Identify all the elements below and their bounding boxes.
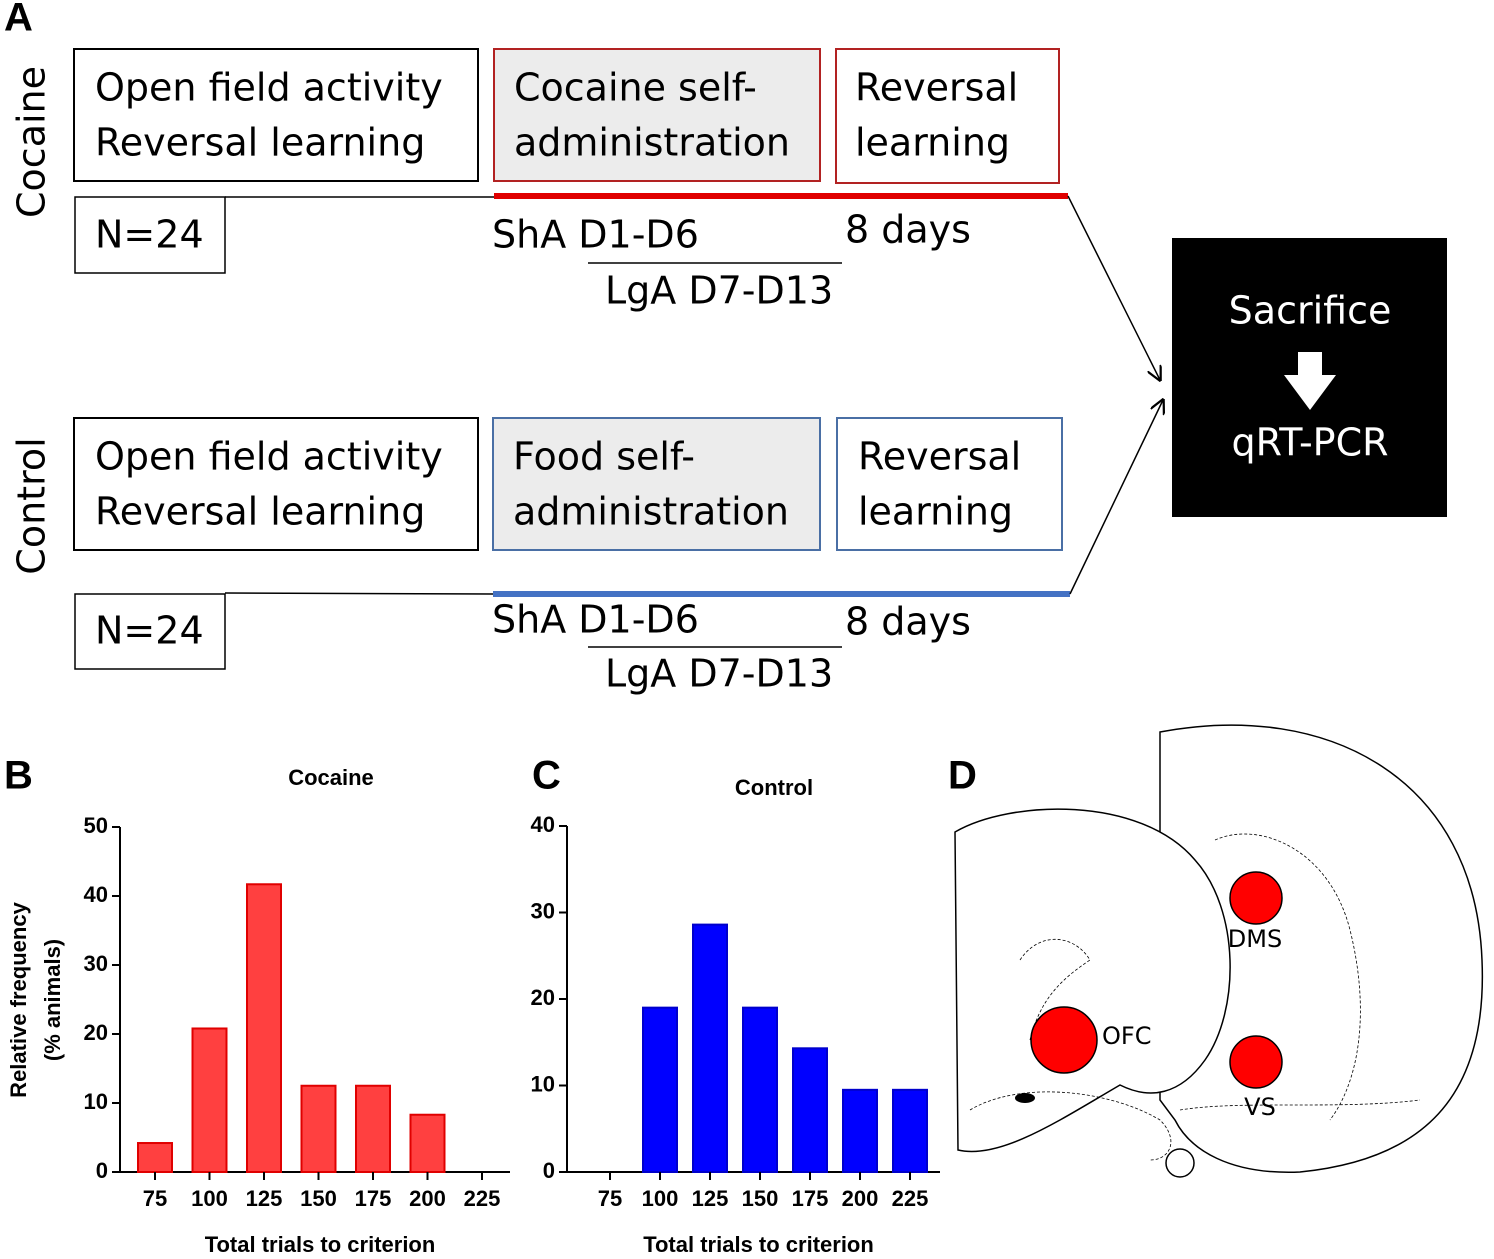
x-tick-label: 100 — [191, 1186, 228, 1211]
phase-label: ShA D1-D6 — [492, 213, 699, 257]
bar — [642, 1006, 678, 1174]
box-text: Reversal learning — [95, 121, 425, 165]
group-label: Cocaine — [10, 66, 54, 218]
y-axis-label: (% animals) — [40, 939, 65, 1061]
outcome-text: Sacrifice — [1229, 289, 1392, 333]
y-tick-label: 30 — [84, 951, 108, 976]
ventricle — [1015, 1093, 1035, 1103]
box-text: Open field activity — [95, 66, 443, 110]
x-tick-label: 175 — [355, 1186, 392, 1211]
region-label: VS — [1244, 1093, 1276, 1121]
box-text: Food self- — [513, 435, 695, 479]
phase-label: ShA D1-D6 — [492, 598, 699, 642]
arrow — [1067, 195, 1160, 380]
box — [835, 48, 1060, 184]
x-tick-label: 200 — [409, 1186, 446, 1211]
bar — [892, 1088, 928, 1173]
timeline — [224, 592, 494, 595]
y-tick-label: 40 — [84, 882, 108, 907]
region — [1229, 1035, 1283, 1089]
panel-label: B — [4, 754, 33, 798]
y-tick-label: 10 — [531, 1071, 555, 1096]
y-tick-label: 50 — [84, 813, 108, 838]
bar — [300, 1084, 337, 1173]
bar — [742, 1006, 778, 1174]
bar — [409, 1113, 446, 1173]
box-text: Reversal learning — [95, 490, 425, 534]
x-tick-label: 75 — [143, 1186, 167, 1211]
region — [1229, 871, 1283, 925]
box — [493, 48, 821, 182]
x-axis-label: Total trials to criterion — [205, 1232, 436, 1257]
region-label: DMS — [1228, 925, 1282, 953]
box — [73, 48, 479, 182]
x-tick-label: 125 — [246, 1186, 283, 1211]
y-tick-label: 0 — [543, 1158, 555, 1183]
x-axis-label: Total trials to criterion — [643, 1232, 874, 1257]
bar — [692, 923, 728, 1173]
box-text: Cocaine self- — [514, 66, 757, 110]
box-text: administration — [513, 490, 789, 534]
bar — [842, 1088, 878, 1173]
bar — [191, 1027, 228, 1173]
x-tick-label: 150 — [300, 1186, 337, 1211]
y-tick-label: 30 — [531, 898, 555, 923]
box — [492, 417, 821, 551]
outcome-text: qRT-PCR — [1231, 421, 1388, 465]
bar — [355, 1084, 391, 1173]
phase-label: LgA D7-D13 — [605, 652, 833, 696]
y-tick-label: 0 — [96, 1158, 108, 1183]
x-tick-label: 175 — [792, 1186, 829, 1211]
box-text: learning — [858, 490, 1013, 534]
brain-outline — [954, 724, 1484, 1178]
box — [836, 417, 1063, 551]
y-tick-label: 20 — [531, 985, 555, 1010]
panel-label: D — [948, 754, 977, 798]
y-tick-label: 40 — [531, 812, 555, 837]
bar — [792, 1047, 828, 1174]
box-text: Open field activity — [95, 435, 443, 479]
x-tick-label: 75 — [598, 1186, 622, 1211]
box — [74, 196, 226, 274]
group-label: Control — [10, 437, 54, 574]
box-text: Reversal — [858, 435, 1021, 479]
panel-label: C — [532, 754, 561, 798]
y-tick-label: 10 — [84, 1089, 108, 1114]
box-text: learning — [855, 121, 1010, 165]
box — [73, 417, 479, 551]
panel-label: A — [4, 0, 33, 40]
x-tick-label: 225 — [892, 1186, 929, 1211]
x-tick-label: 225 — [464, 1186, 501, 1211]
chart-title: Cocaine — [288, 765, 374, 790]
region-label: OFC — [1102, 1022, 1151, 1050]
phase-label: LgA D7-D13 — [605, 269, 833, 313]
bar — [137, 1142, 173, 1174]
y-tick-label: 20 — [84, 1020, 108, 1045]
phase-label: 8 days — [845, 600, 971, 644]
x-tick-label: 150 — [742, 1186, 779, 1211]
bar — [246, 883, 282, 1174]
box-text: Reversal — [855, 66, 1018, 110]
x-tick-label: 100 — [642, 1186, 679, 1211]
n-label: N=24 — [95, 213, 204, 257]
n-label: N=24 — [95, 609, 204, 653]
box — [74, 593, 226, 670]
y-axis-label: Relative frequency — [6, 901, 31, 1097]
phase-label: 8 days — [845, 208, 971, 252]
down-arrow — [1284, 352, 1336, 410]
box-text: administration — [514, 121, 790, 165]
x-tick-label: 125 — [692, 1186, 729, 1211]
region — [1030, 1006, 1098, 1074]
x-tick-label: 200 — [842, 1186, 879, 1211]
arrow — [1069, 400, 1163, 595]
chart-title: Control — [735, 775, 813, 800]
